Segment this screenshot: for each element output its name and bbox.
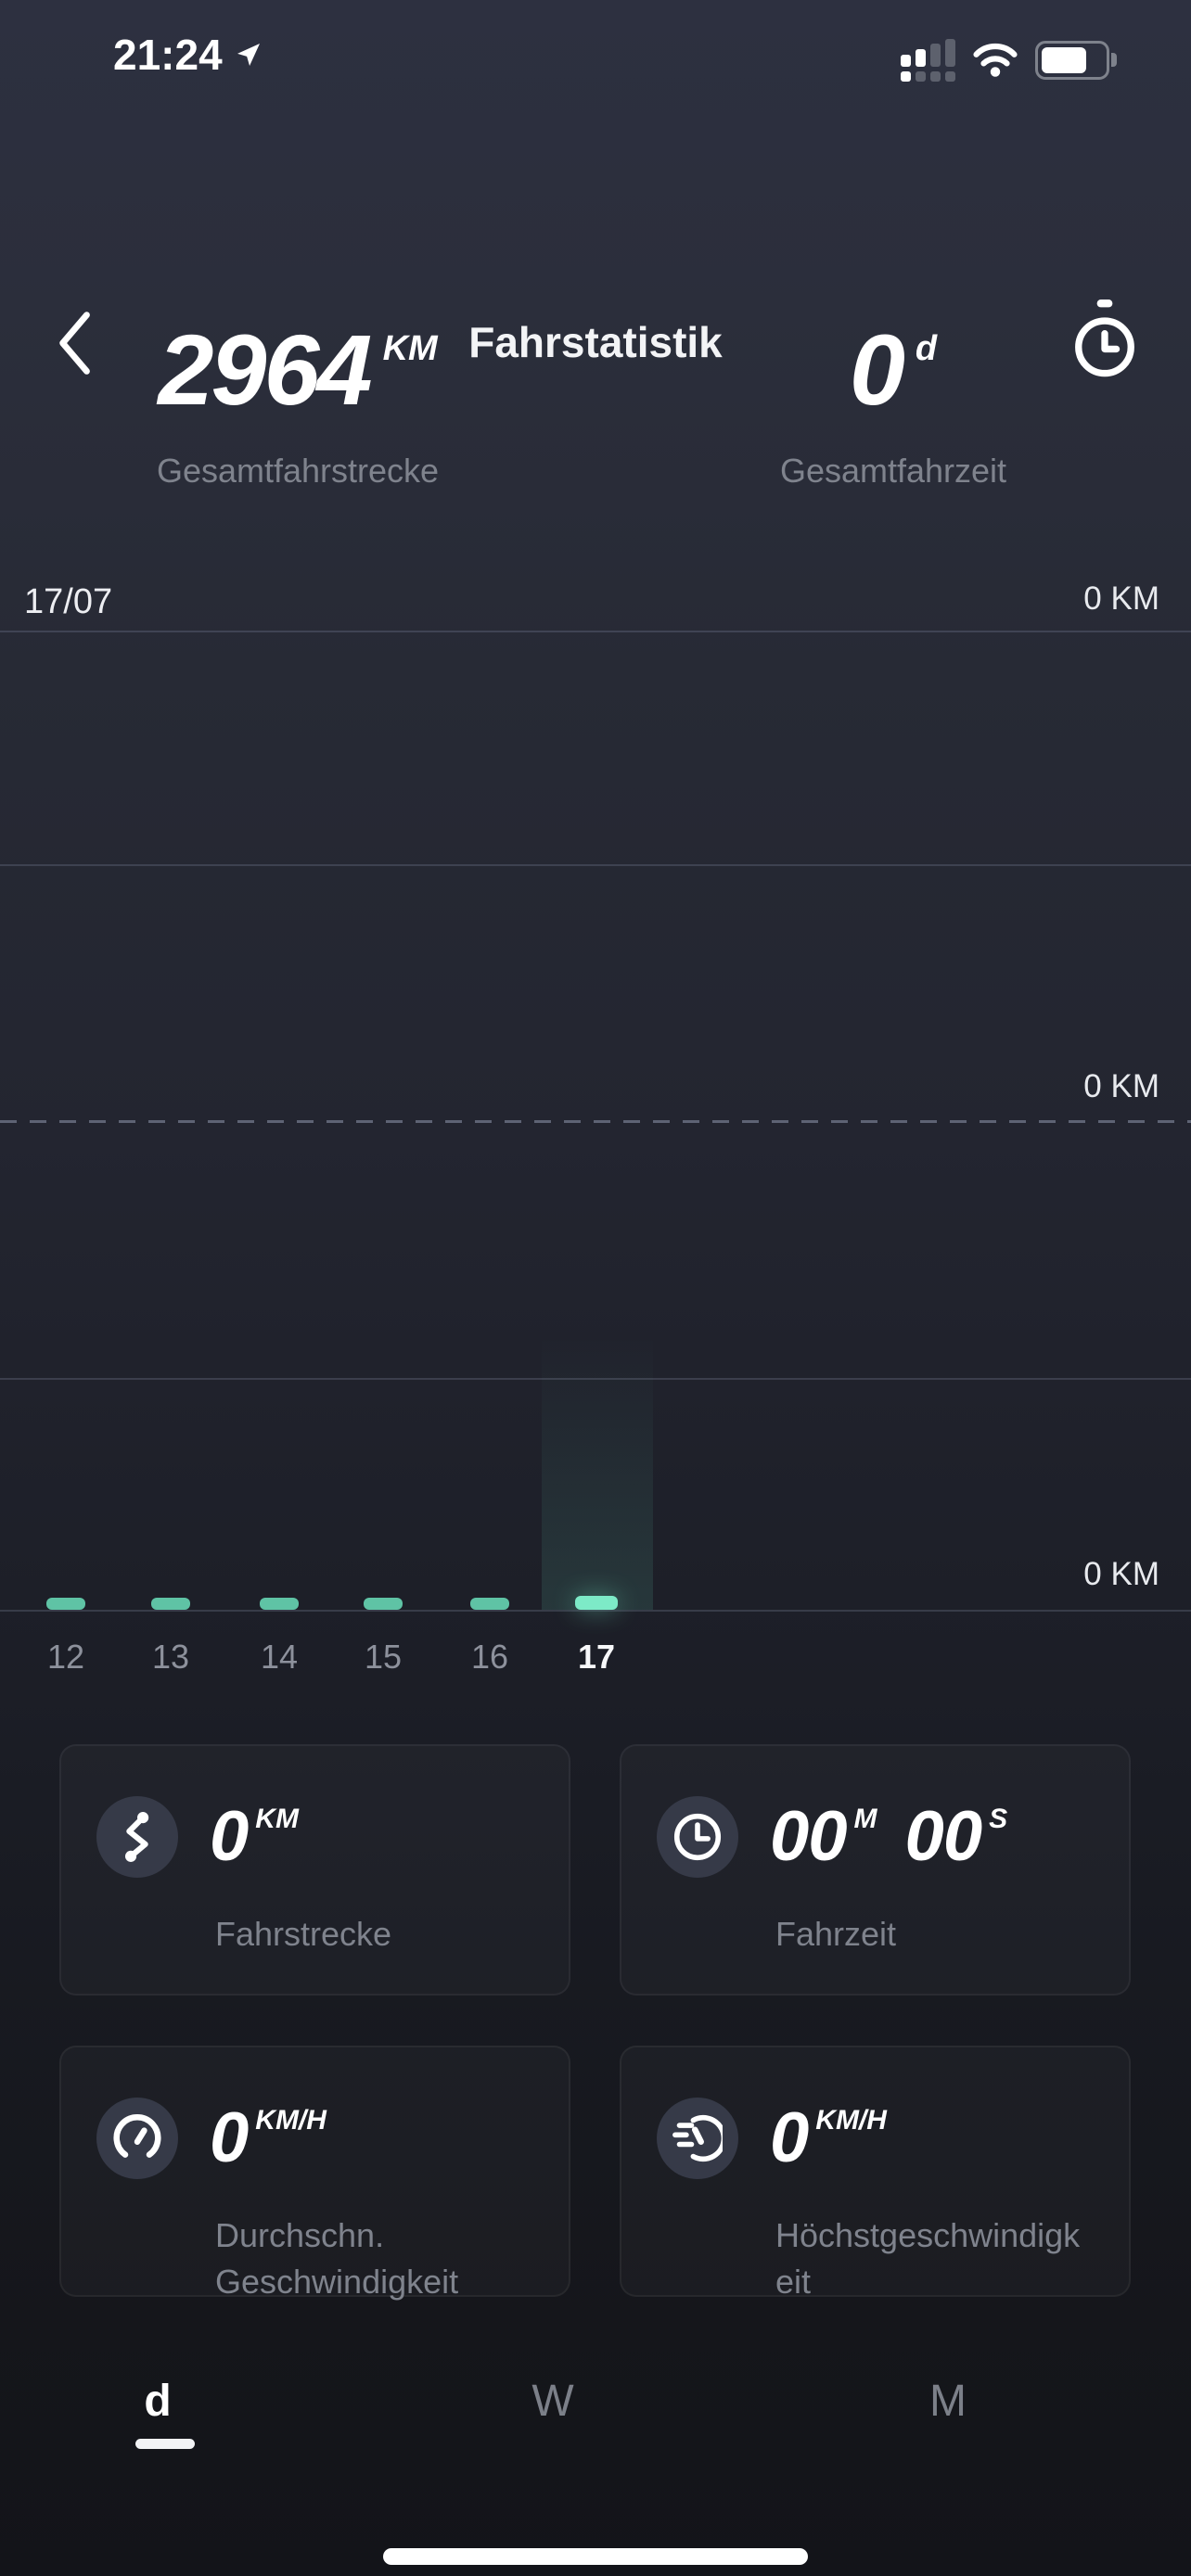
avg-speed-unit: KM/H — [255, 2105, 327, 2136]
status-time: 21:24 — [113, 31, 223, 79]
bar-day-12[interactable] — [46, 1598, 85, 1610]
header: Fahrstatistik — [0, 147, 1191, 377]
x-tick-13[interactable]: 13 — [151, 1638, 190, 1676]
tab-day[interactable]: d — [144, 2377, 172, 2426]
chevron-left-icon — [54, 310, 95, 376]
total-distance-stat: 2964 KM Gesamtfahrstrecke — [0, 320, 596, 491]
bar-day-17[interactable] — [575, 1596, 618, 1610]
status-bar: 21:24 — [0, 0, 1191, 102]
ride-time-card: 00 M 00 S Fahrzeit — [620, 1744, 1131, 1996]
avg-speed-label: Durchschn. Geschwindigkeit — [215, 2216, 459, 2302]
tab-month[interactable]: M — [929, 2377, 967, 2426]
cellular-signal-icon — [901, 39, 955, 82]
max-speed-value: 0 — [770, 2098, 809, 2177]
ride-seconds-value: 00 — [904, 1797, 983, 1876]
bar-day-16[interactable] — [470, 1598, 509, 1610]
summary: 2964 KM Gesamtfahrstrecke 0 d Gesamtfahr… — [0, 320, 1191, 491]
ride-time-label: Fahrzeit — [775, 1915, 897, 1953]
dashed-gridline — [0, 1120, 1191, 1123]
ride-minutes-value: 00 — [770, 1797, 848, 1876]
x-tick-16[interactable]: 16 — [470, 1638, 509, 1676]
location-arrow-icon — [234, 40, 263, 70]
page-title: Fahrstatistik — [468, 318, 723, 366]
y-axis-label-middle: 0 KM — [1083, 1068, 1159, 1104]
stopwatch-icon — [1070, 299, 1139, 382]
ride-timer-button[interactable] — [1063, 289, 1146, 391]
battery-icon — [1035, 41, 1117, 80]
x-tick-17[interactable]: 17 — [577, 1638, 616, 1676]
max-speed-icon — [657, 2098, 738, 2179]
total-distance-label: Gesamtfahrstrecke — [156, 452, 440, 490]
total-time-label: Gesamtfahrzeit — [779, 452, 1007, 490]
back-button[interactable] — [54, 306, 119, 380]
clock-icon — [657, 1796, 738, 1878]
max-speed-card: 0 KM/H Höchstgeschwindigkeit — [620, 2046, 1131, 2301]
x-tick-14[interactable]: 14 — [260, 1638, 299, 1676]
ride-distance-value: 0 — [210, 1797, 249, 1876]
avg-speed-value: 0 — [210, 2098, 249, 2177]
total-time-unit: d — [915, 329, 938, 368]
max-speed-unit: KM/H — [815, 2105, 887, 2136]
wifi-icon — [972, 43, 1018, 78]
bar-day-14[interactable] — [260, 1598, 299, 1610]
ride-seconds-unit: S — [989, 1804, 1008, 1834]
ride-distance-unit: KM — [255, 1804, 299, 1834]
avg-speed-card: 0 KM/H Durchschn. Geschwindigkeit — [59, 2046, 570, 2301]
active-tab-underline — [135, 2439, 195, 2449]
gridline — [0, 1378, 1191, 1380]
chart-baseline — [0, 1610, 1191, 1612]
ride-distance-card: 0 KM Fahrstrecke — [59, 1744, 570, 1996]
ride-distance-label: Fahrstrecke — [215, 1915, 392, 1953]
total-distance-unit: KM — [382, 329, 438, 368]
gridline — [0, 631, 1191, 632]
chart-selected-date-label: 17/07 — [24, 582, 113, 621]
total-distance-value: 2964 — [158, 313, 372, 426]
total-time-value: 0 — [849, 313, 905, 426]
bar-day-13[interactable] — [151, 1598, 190, 1610]
x-tick-15[interactable]: 15 — [364, 1638, 403, 1676]
y-axis-label-bottom: 0 KM — [1083, 1556, 1159, 1592]
home-indicator[interactable] — [383, 2548, 808, 2565]
y-axis-label-top: 0 KM — [1083, 580, 1159, 617]
x-tick-12[interactable]: 12 — [46, 1638, 85, 1676]
selected-bar-glow — [542, 1335, 653, 1610]
ride-minutes-unit: M — [853, 1804, 877, 1834]
gridline — [0, 864, 1191, 866]
total-time-stat: 0 d Gesamtfahrzeit — [596, 320, 1191, 491]
max-speed-label: Höchstgeschwindigkeit — [775, 2216, 1081, 2302]
speedometer-icon — [96, 2098, 178, 2179]
bar-day-15[interactable] — [364, 1598, 403, 1610]
tab-week[interactable]: W — [531, 2377, 574, 2426]
route-icon — [96, 1796, 178, 1878]
